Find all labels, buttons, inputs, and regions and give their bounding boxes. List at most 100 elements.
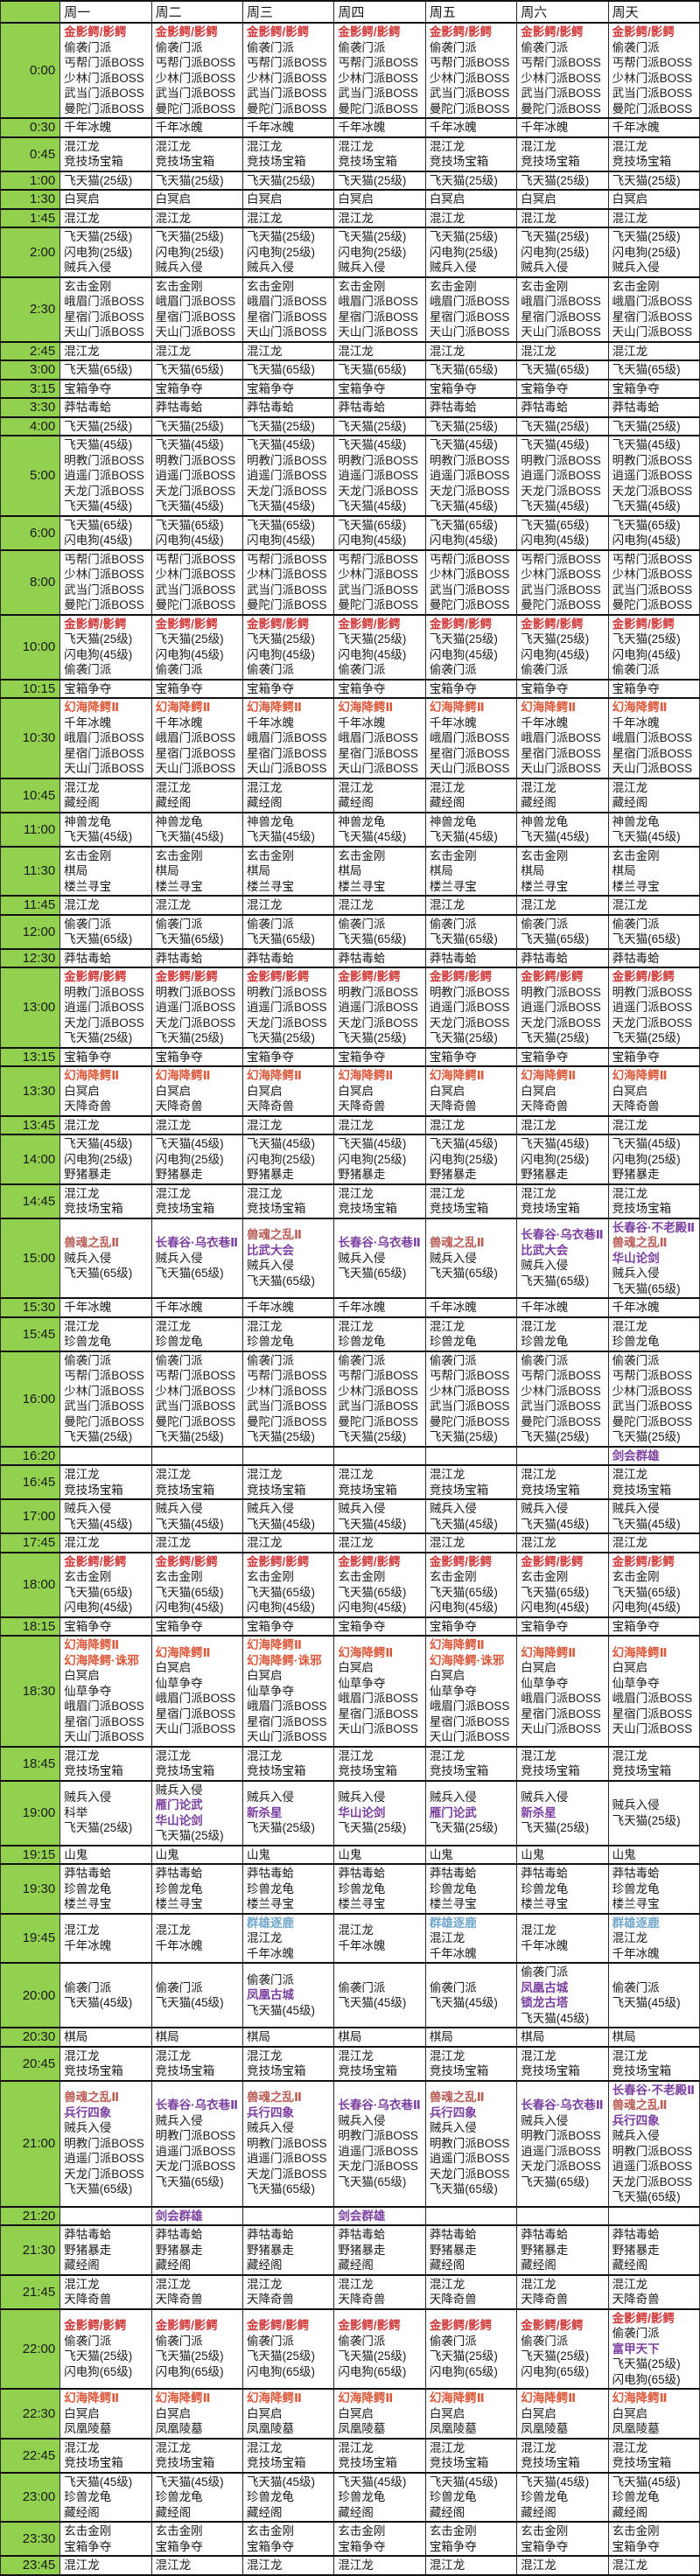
event-label: 混江龙 [429, 1749, 466, 1763]
time-label: 19:15 [0, 1844, 61, 1865]
schedule-cell: 幻海降鳄Ⅱ 千年冰魄 峨眉门派BOSS 星宿门派BOSS 天山门派BOSS [150, 697, 244, 779]
event-label: 白冥启 [247, 1084, 283, 1098]
time-label: 21:00 [0, 2079, 61, 2208]
event-label: 白冥启 [612, 192, 648, 206]
event-label: 飞天猫(65级) [155, 932, 224, 946]
event-label: 偷袭门派 [64, 40, 112, 54]
event-label: 峨眉门派BOSS [521, 295, 601, 308]
event-label: 混江龙 [338, 1118, 374, 1132]
event-label: 飞天猫(65级) [338, 932, 407, 946]
schedule-cell: 宝箱争夺 [333, 378, 426, 399]
event-label: 武当门派BOSS [155, 583, 236, 597]
schedule-cell: 偷袭门派 飞天猫(45级) [607, 1962, 700, 2028]
event-label: 混江龙 [521, 344, 556, 358]
event-label: 竞技场宝箱 [612, 1764, 672, 1777]
schedule-cell: 幻海降鳄Ⅱ 白冥启 天降奇兽 [516, 1065, 609, 1117]
event-label: 明教门派BOSS [521, 2129, 601, 2142]
event-label: 玄击金刚 [155, 1570, 203, 1583]
event-label: 凤凰陵墓 [64, 2422, 112, 2435]
schedule-cell: 山鬼 [150, 1844, 244, 1865]
event-label: 宝箱争夺 [429, 1050, 477, 1064]
event-label: 千年冰魄 [64, 716, 112, 730]
schedule-cell [607, 2205, 700, 2226]
time-label: 10:30 [0, 697, 61, 779]
event-label: 藏经阁 [64, 796, 100, 809]
event-label: 雁门论武 [429, 1805, 477, 1819]
event-label: 白冥启 [338, 1084, 374, 1098]
event-label: 金影鳄/影鳄 [64, 970, 127, 983]
schedule-cell: 神兽龙龟 飞天猫(45级) [242, 811, 335, 848]
event-label: 飞天猫(65级) [247, 1585, 316, 1599]
schedule-body: 0:00 金影鳄/影鳄 偷袭门派 丐帮门派BOSS 少林门派BOSS 武当门派BOSS 曼陀… [0, 22, 700, 2576]
schedule-row: 21:30 莽牯毒蛤 野猪暴走 藏经阁 莽牯毒蛤 野猪暴走 藏经阁 莽牯毒蛤 野猪暴走 藏经阁 莽牯… [0, 2224, 700, 2276]
event-label: 金影鳄/影鳄 [612, 2311, 675, 2325]
event-label: 竞技场宝箱 [338, 2064, 397, 2077]
event-label: 明教门派BOSS [429, 2136, 510, 2150]
event-label: 莽牯毒蛤 [247, 401, 295, 414]
event-label: 神兽龙龟 [64, 814, 112, 828]
schedule-cell: 飞天猫(65级) 闪电狗(45级) [333, 514, 426, 551]
schedule-cell: 莽牯毒蛤 珍兽龙龟 楼兰寻宝 [333, 1863, 426, 1915]
event-label: 玄击金刚 [247, 2524, 295, 2538]
event-label: 飞天猫(45级) [155, 830, 224, 843]
event-label: 藏经阁 [338, 2505, 374, 2519]
event-label: 珍兽龙龟 [155, 1335, 203, 1348]
schedule-cell: 飞天猫(45级) 珍兽龙龟 藏经阁 [516, 2471, 609, 2523]
event-label: 飞天猫(25级) [338, 173, 407, 187]
event-label: 珍兽龙龟 [429, 1881, 477, 1895]
event-label: 宝箱争夺 [64, 1619, 112, 1633]
event-label: 混江龙 [612, 2559, 648, 2572]
event-label: 偷袭门派 [338, 917, 386, 931]
event-label: 宝箱争夺 [247, 2539, 295, 2553]
schedule-cell: 幻海降鳄Ⅱ 白冥启 仙草争夺 峨眉门派BOSS 星宿门派BOSS 天山门派BOSS [516, 1635, 609, 1748]
schedule-cell: 混江龙 竞技场宝箱 [607, 1183, 700, 1219]
schedule-cell: 混江龙 竞技场宝箱 [333, 2437, 426, 2474]
event-label: 竞技场宝箱 [612, 155, 672, 168]
event-label: 星宿门派BOSS [338, 310, 418, 324]
schedule-cell: 宝箱争夺 [60, 1616, 152, 1637]
schedule-cell: 混江龙 竞技场宝箱 [516, 136, 609, 172]
event-label: 金影鳄/影鳄 [521, 1554, 584, 1568]
event-label: 混江龙 [155, 1923, 192, 1937]
event-label: 偷袭门派 [64, 917, 112, 931]
event-label: 天山门派BOSS [247, 762, 327, 775]
event-label: 宝箱争夺 [338, 2539, 386, 2553]
event-label: 飞天猫(45级) [429, 1137, 498, 1150]
event-label: 混江龙 [155, 2277, 192, 2291]
event-label: 少林门派BOSS [64, 1384, 144, 1398]
schedule-row: 23:45 混江龙 混江龙 混江龙 混江龙 混江龙 混江龙 混江龙 [0, 2555, 700, 2576]
schedule-cell: 飞天猫(65级) [333, 360, 426, 380]
event-label: 金影鳄/影鳄 [521, 970, 584, 983]
event-label: 星宿门派BOSS [612, 1707, 693, 1721]
time-label: 4:00 [0, 415, 61, 436]
event-label: 棋局 [338, 2030, 362, 2043]
event-label: 天降奇兽 [429, 2293, 477, 2306]
event-label: 野猪暴走 [64, 2243, 112, 2257]
event-label: 少林门派BOSS [64, 568, 144, 581]
event-label: 幻海降鳄Ⅱ [247, 701, 302, 714]
event-label: 幻海降鳄Ⅱ [155, 2391, 211, 2405]
event-label: 剑会群雄 [155, 2209, 203, 2223]
event-label: 长春谷·乌衣巷Ⅱ [155, 1236, 239, 1249]
event-label: 莽牯毒蛤 [521, 1867, 569, 1880]
schedule-cell: 金影鳄/影鳄 偷袭门派 飞天猫(25级) 闪电狗(65级) [333, 2307, 426, 2390]
event-label: 白冥启 [64, 192, 100, 206]
schedule-cell: 混江龙 [333, 895, 426, 916]
time-label: 0:30 [0, 117, 61, 138]
event-label: 天山门派BOSS [155, 762, 236, 775]
event-label: 竞技场宝箱 [64, 155, 123, 168]
event-label: 棋局 [429, 864, 453, 877]
schedule-cell: 白冥启 [424, 189, 518, 210]
event-label: 丐帮门派BOSS [521, 1369, 601, 1382]
event-label: 野猪暴走 [247, 1168, 295, 1181]
event-label: 少林门派BOSS [521, 1384, 601, 1398]
schedule-cell: 飞天猫(45级) 明教门派BOSS 逍遥门派BOSS 天龙门派BOSS 飞天猫(45级) [150, 435, 244, 517]
event-label: 偷袭门派 [155, 1980, 203, 1994]
schedule-cell: 兽魂之乱Ⅱ 兵行四象 贼兵入侵 明教门派BOSS 逍遥门派BOSS 天龙门派BOSS 飞天猫… [242, 2079, 335, 2208]
schedule-cell: 幻海降鳄Ⅱ 白冥启 天降奇兽 [424, 1065, 518, 1117]
event-label: 武当门派BOSS [612, 583, 693, 597]
event-label: 天山门派BOSS [64, 1730, 144, 1743]
schedule-cell: 飞天猫(45级) 闪电狗(25级) 野猪暴走 [516, 1134, 609, 1185]
schedule-cell: 混江龙 [424, 207, 518, 228]
schedule-cell: 混江龙 [424, 1532, 518, 1553]
